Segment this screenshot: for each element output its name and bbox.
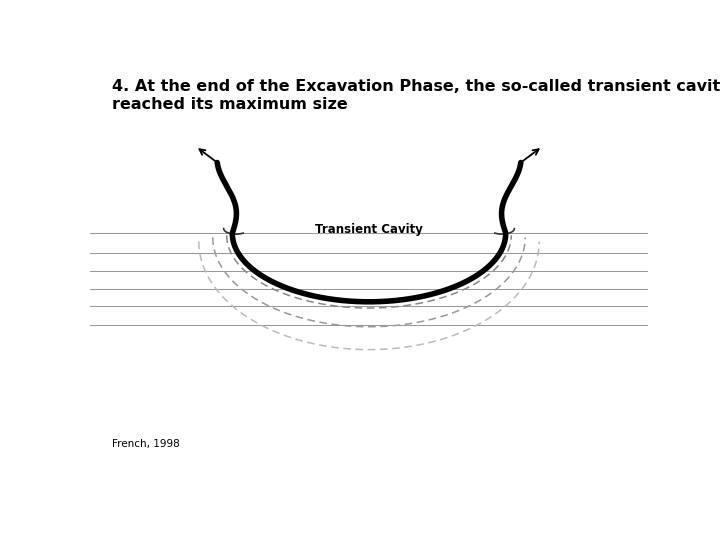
Text: French, 1998: French, 1998 (112, 440, 180, 449)
Text: 4. At the end of the Excavation Phase, the so-called transient cavity has
reache: 4. At the end of the Excavation Phase, t… (112, 79, 720, 112)
Text: Transient Cavity: Transient Cavity (315, 222, 423, 235)
